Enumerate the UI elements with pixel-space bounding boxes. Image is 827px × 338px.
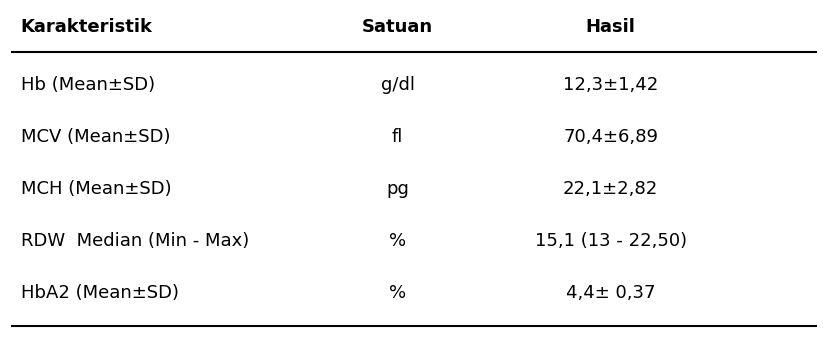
Text: g/dl: g/dl <box>380 76 414 94</box>
Text: RDW  Median (Min - Max): RDW Median (Min - Max) <box>21 232 248 250</box>
Text: 15,1 (13 - 22,50): 15,1 (13 - 22,50) <box>534 232 686 250</box>
Text: %: % <box>389 232 406 250</box>
Text: Karakteristik: Karakteristik <box>21 18 152 36</box>
Text: 70,4±6,89: 70,4±6,89 <box>562 128 657 146</box>
Text: 12,3±1,42: 12,3±1,42 <box>562 76 657 94</box>
Text: fl: fl <box>391 128 403 146</box>
Text: pg: pg <box>385 180 409 198</box>
Text: Hb (Mean±SD): Hb (Mean±SD) <box>21 76 155 94</box>
Text: Satuan: Satuan <box>361 18 433 36</box>
Text: MCV (Mean±SD): MCV (Mean±SD) <box>21 128 170 146</box>
Text: MCH (Mean±SD): MCH (Mean±SD) <box>21 180 171 198</box>
Text: 4,4± 0,37: 4,4± 0,37 <box>566 284 655 302</box>
Text: 22,1±2,82: 22,1±2,82 <box>562 180 657 198</box>
Text: Hasil: Hasil <box>585 18 635 36</box>
Text: HbA2 (Mean±SD): HbA2 (Mean±SD) <box>21 284 179 302</box>
Text: %: % <box>389 284 406 302</box>
